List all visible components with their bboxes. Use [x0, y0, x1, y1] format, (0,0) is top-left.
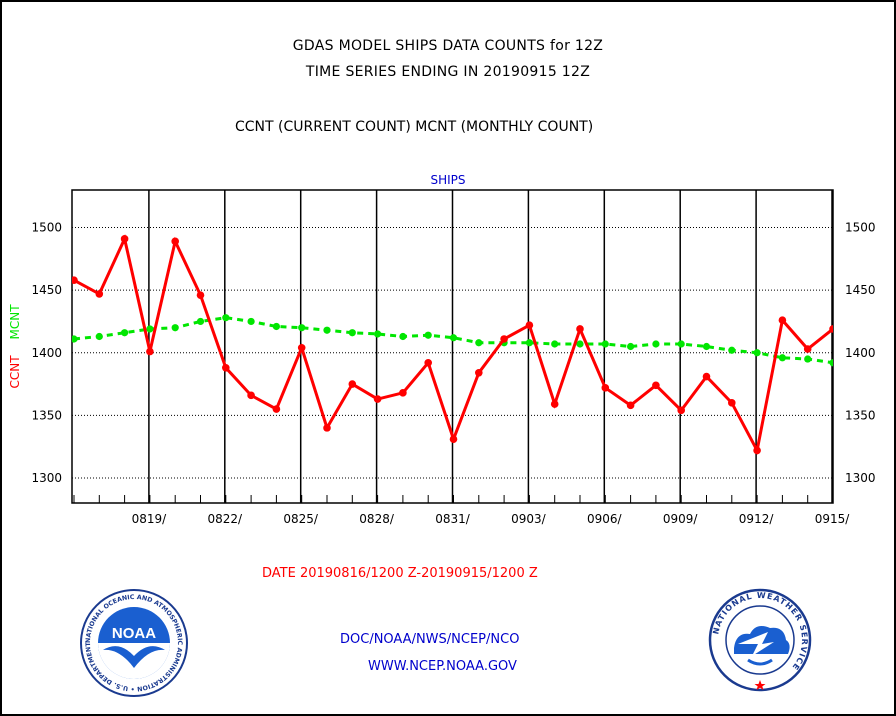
mcnt-point [272, 322, 280, 331]
y-tick-label-left: 1450 [31, 283, 62, 297]
ccnt-point [702, 372, 711, 381]
mcnt-point [222, 314, 230, 322]
y-tick-label-left: 1350 [31, 408, 62, 422]
mcnt-point [171, 324, 179, 332]
chart-title-line3: CCNT (CURRENT COUNT) MCNT (MONTHLY COUNT… [235, 119, 594, 135]
chart-title-line1: GDAS MODEL SHIPS DATA COUNTS for 12Z [292, 38, 604, 54]
mcnt-point [72, 335, 78, 343]
ccnt-point [247, 391, 255, 400]
ccnt-point [576, 325, 584, 333]
mcnt-point [601, 340, 609, 348]
ccnt-point [677, 406, 685, 415]
y-tick-label-left: 1400 [31, 346, 62, 360]
mcnt-point [247, 317, 255, 326]
mcnt-point [652, 340, 660, 348]
ccnt-point [171, 237, 179, 246]
ccnt-point [500, 335, 508, 343]
x-tick-label: 0915/ [815, 512, 851, 526]
mcnt-point [121, 329, 129, 337]
ylabel-mcnt: MCNT [8, 304, 22, 340]
org-label: DOC/NOAA/NWS/NCEP/NCO [340, 632, 520, 647]
ccnt-point [196, 291, 205, 299]
ccnt-point [449, 435, 458, 443]
ccnt-point [601, 384, 610, 392]
mcnt-point [829, 359, 833, 367]
y-tick-label-right: 1300 [845, 471, 876, 485]
ccnt-point [475, 368, 483, 377]
ccnt-point [222, 363, 230, 372]
mcnt-point [374, 330, 382, 338]
mcnt-point [778, 354, 787, 362]
mcnt-point [95, 332, 103, 341]
series-ccnt-line [73, 234, 833, 455]
noaa-logo-icon: NOAA NATIONAL OCEANIC AND ATMOSPHERIC AD… [79, 588, 188, 697]
ccnt-point [399, 389, 407, 397]
mcnt-point [298, 324, 306, 332]
mcnt-point [449, 334, 458, 342]
y-tick-label-right: 1500 [845, 221, 876, 235]
ccnt-point [146, 347, 154, 356]
mcnt-point [399, 332, 407, 341]
x-tick-label: 0909/ [663, 512, 699, 526]
mcnt-point [196, 317, 205, 326]
mcnt-point [551, 340, 559, 348]
mcnt-point [475, 339, 483, 347]
mcnt-point [804, 355, 812, 363]
y-tick-label-right: 1350 [845, 408, 876, 422]
ccnt-point [525, 321, 534, 330]
date-range-label: DATE 20190816/1200 Z-20190915/1200 Z [262, 566, 538, 581]
nws-logo-icon: NATIONAL WEATHER SERVICE [708, 588, 812, 692]
x-tick-label: 0819/ [132, 512, 168, 526]
mcnt-point [702, 342, 711, 351]
y-tick-label-left: 1300 [31, 471, 62, 485]
x-tick-label: 0906/ [587, 512, 623, 526]
ccnt-point [272, 405, 281, 413]
x-tick-label: 0825/ [283, 512, 319, 526]
x-tick-label: 0903/ [511, 512, 547, 526]
ccnt-point [753, 446, 761, 455]
svg-text:NOAA: NOAA [112, 625, 156, 642]
mcnt-point [146, 325, 154, 333]
ccnt-point [652, 381, 660, 390]
x-tick-label: 0912/ [739, 512, 775, 526]
ccnt-point [120, 235, 129, 243]
ccnt-point [803, 345, 812, 353]
y-tick-label-left: 1500 [31, 221, 62, 235]
mcnt-point [753, 349, 761, 357]
mcnt-point [576, 340, 584, 348]
ccnt-point [778, 316, 787, 325]
mcnt-point [525, 339, 534, 347]
y-tick-label-right: 1450 [845, 283, 876, 297]
ccnt-point [373, 395, 382, 403]
ccnt-point [626, 401, 635, 410]
y-tick-label-right: 1400 [845, 346, 876, 360]
mcnt-point [424, 331, 432, 339]
ccnt-point [297, 343, 306, 352]
x-tick-label: 0828/ [359, 512, 395, 526]
chart-title-line2: TIME SERIES ENDING IN 20190915 12Z [305, 64, 591, 80]
x-tick-label: 0822/ [208, 512, 244, 526]
mcnt-point [728, 346, 736, 354]
x-tick-label: 0831/ [435, 512, 471, 526]
ccnt-point [95, 290, 104, 298]
ccnt-point [323, 424, 331, 432]
mcnt-point [348, 329, 356, 337]
ccnt-point [72, 276, 78, 284]
mcnt-point [627, 342, 635, 351]
ccnt-point [424, 358, 433, 367]
panel-title: SHIPS [430, 173, 465, 187]
ccnt-point [348, 380, 357, 388]
mcnt-point [323, 326, 331, 334]
url-link[interactable]: WWW.NCEP.NOAA.GOV [368, 659, 517, 674]
mcnt-point [677, 340, 685, 348]
ccnt-point [550, 400, 559, 408]
ccnt-point [829, 325, 833, 333]
ccnt-point [728, 399, 736, 407]
ylabel-ccnt: CCNT [8, 355, 22, 389]
